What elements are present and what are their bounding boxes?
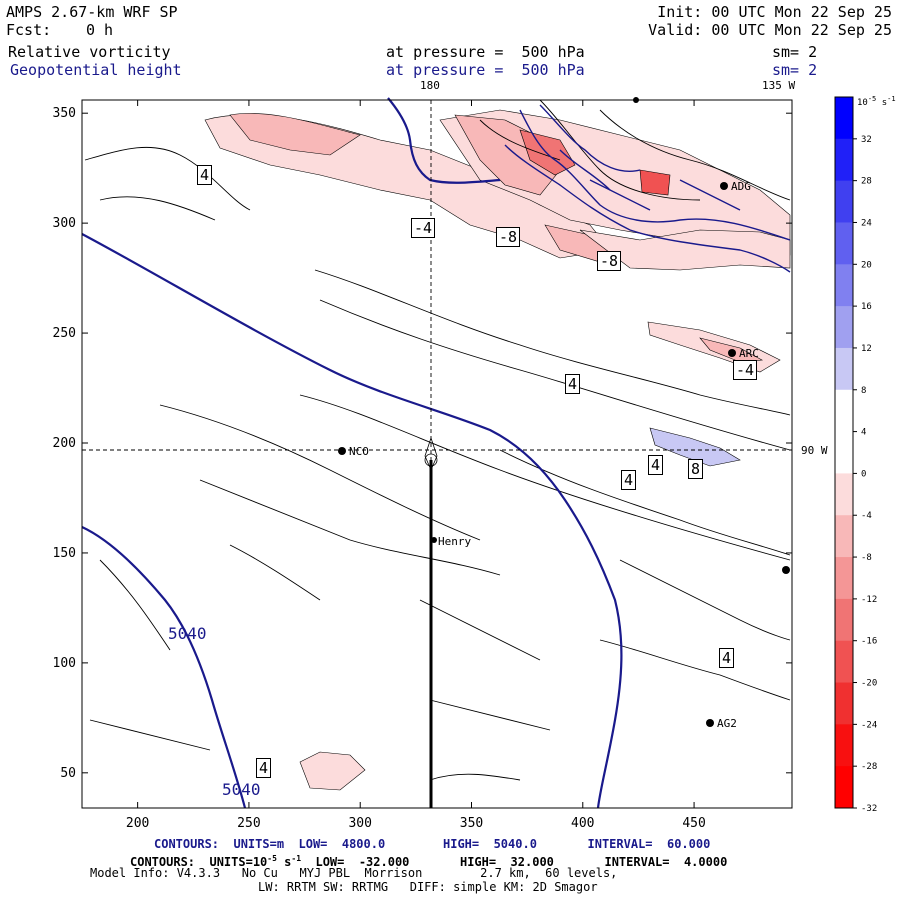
field2-sm: sm= 2 [772, 61, 818, 79]
lon-90w-label: 90 W [801, 444, 828, 457]
colorbar-segment [835, 515, 853, 558]
fcst-label: Fcst: [6, 21, 52, 39]
colorbar-segment [835, 473, 853, 516]
x-tick-label: 450 [682, 816, 705, 831]
colorbar-segment [835, 431, 853, 474]
colorbar-segment [835, 389, 853, 433]
init-time: Init: 00 UTC Mon 22 Sep 25 [657, 3, 892, 21]
height-contours-dense [504, 104, 791, 273]
y-tick-label: 50 [60, 766, 76, 781]
colorbar-tick-label: 28 [861, 177, 872, 187]
footer-model-info: Model Info: V4.3.3 No Cu MYJ PBL Morriso… [90, 866, 618, 880]
x-tick-label: 250 [237, 816, 260, 831]
plot-frame [81, 99, 793, 809]
colorbar-tick-label: 24 [861, 218, 872, 228]
y-tick-label: 350 [53, 106, 76, 121]
y-axis: 50 100 150 200 250 300 350 [53, 106, 792, 781]
vort-label: 4 [565, 374, 581, 394]
colorbar-tick-label: -4 [861, 511, 872, 521]
colorbar-segment [835, 180, 853, 223]
colorbar-segment [835, 766, 853, 809]
footer-physics-info: LW: RRTM SW: RRTMG DIFF: simple KM: 2D S… [258, 880, 598, 894]
x-tick-label: 350 [460, 816, 483, 831]
vort-label: 4 [621, 470, 637, 490]
x-tick-label: 300 [348, 816, 371, 831]
colorbar-segment [835, 347, 853, 391]
x-axis: 200 250 300 350 400 450 [126, 100, 706, 831]
footer-contours-height: CONTOURS: UNITS=m LOW= 4800.0 HIGH= 5040… [154, 837, 711, 851]
station-label-ag2: AG2 [717, 717, 737, 730]
vort-label: -8 [496, 227, 521, 247]
colorbar-tick-label: -20 [861, 679, 877, 689]
colorbar-tick-label: -24 [861, 720, 877, 730]
colorbar-tick-label: -32 [861, 804, 877, 814]
field2-level: at pressure = 500 hPa [386, 61, 585, 79]
vort-label: 8 [688, 459, 704, 479]
colorbar-segment [835, 97, 853, 140]
vort-label: 4 [648, 455, 664, 475]
field1-sm: sm= 2 [772, 43, 818, 61]
colorbar-tick-label: -16 [861, 637, 877, 647]
colorbar-segment [835, 306, 853, 349]
field2-name: Geopotential height [10, 61, 182, 79]
y-tick-label: 250 [53, 326, 76, 341]
vort-label: 4 [719, 648, 735, 668]
colorbar-tick-label: 12 [861, 344, 872, 354]
lon-180-label: 180 [420, 79, 440, 92]
colorbar-segment [835, 640, 853, 684]
height-label-5040-b: 5040 [222, 780, 261, 799]
x-tick-label: 400 [571, 816, 594, 831]
station-label-arc: ARC [739, 347, 759, 360]
vort-label: 4 [197, 165, 213, 185]
colorbar-tick-label: 8 [861, 386, 866, 396]
y-tick-label: 300 [53, 216, 76, 231]
footer-contours-vorticity: CONTOURS: UNITS=10-5 s-1 LOW= -32.000 HI… [130, 854, 728, 869]
colorbar-tick-label: -28 [861, 762, 877, 772]
height-contours [81, 97, 623, 809]
lon-135w-label: 135 W [762, 79, 796, 92]
colorbar-segment [835, 222, 853, 265]
field1-level: at pressure = 500 hPa [386, 43, 585, 61]
fcst-value: 0 h [86, 21, 114, 39]
station-markers [338, 97, 790, 727]
x-tick-label: 200 [126, 816, 149, 831]
colorbar: 32 28 24 20 16 12 8 4 0 -4 -8 -12 -16 -20 -24 -28 -32 [834, 96, 877, 814]
valid-time: Valid: 00 UTC Mon 22 Sep 25 [648, 21, 892, 39]
colorbar-tick-label: -8 [861, 553, 872, 563]
station-label-adg: ADG [731, 180, 751, 193]
colorbar-tick-label: -12 [861, 595, 877, 605]
colorbar-segment [835, 264, 853, 307]
vort-label: -4 [733, 360, 758, 380]
vort-label: -4 [411, 218, 436, 238]
y-tick-label: 100 [53, 656, 76, 671]
vort-label: 4 [256, 758, 272, 778]
model-title: AMPS 2.67-km WRF SP [6, 3, 178, 21]
colorbar-tick-label: 16 [861, 302, 872, 312]
height-label-5040-a: 5040 [168, 624, 207, 643]
colorbar-segment [835, 557, 853, 600]
colorbar-segment [835, 598, 853, 642]
station-label-henry: Henry [438, 535, 472, 548]
colorbar-unit: 10-5 s-1 [857, 95, 896, 108]
colorbar-tick-label: 0 [861, 469, 866, 479]
vorticity-contours [84, 99, 791, 781]
station-label-nco: NCO [349, 445, 369, 458]
colorbar-tick-label: 32 [861, 135, 872, 145]
field1-name: Relative vorticity [8, 43, 171, 61]
colorbar-tick-label: 4 [861, 428, 866, 438]
colorbar-segment [835, 138, 853, 182]
colorbar-segment [835, 724, 853, 767]
colorbar-segment [835, 682, 853, 725]
y-tick-label: 150 [53, 546, 76, 561]
y-tick-label: 200 [53, 436, 76, 451]
vort-label: -8 [597, 251, 622, 271]
colorbar-tick-label: 20 [861, 260, 872, 270]
colorbar-frame [834, 96, 854, 809]
